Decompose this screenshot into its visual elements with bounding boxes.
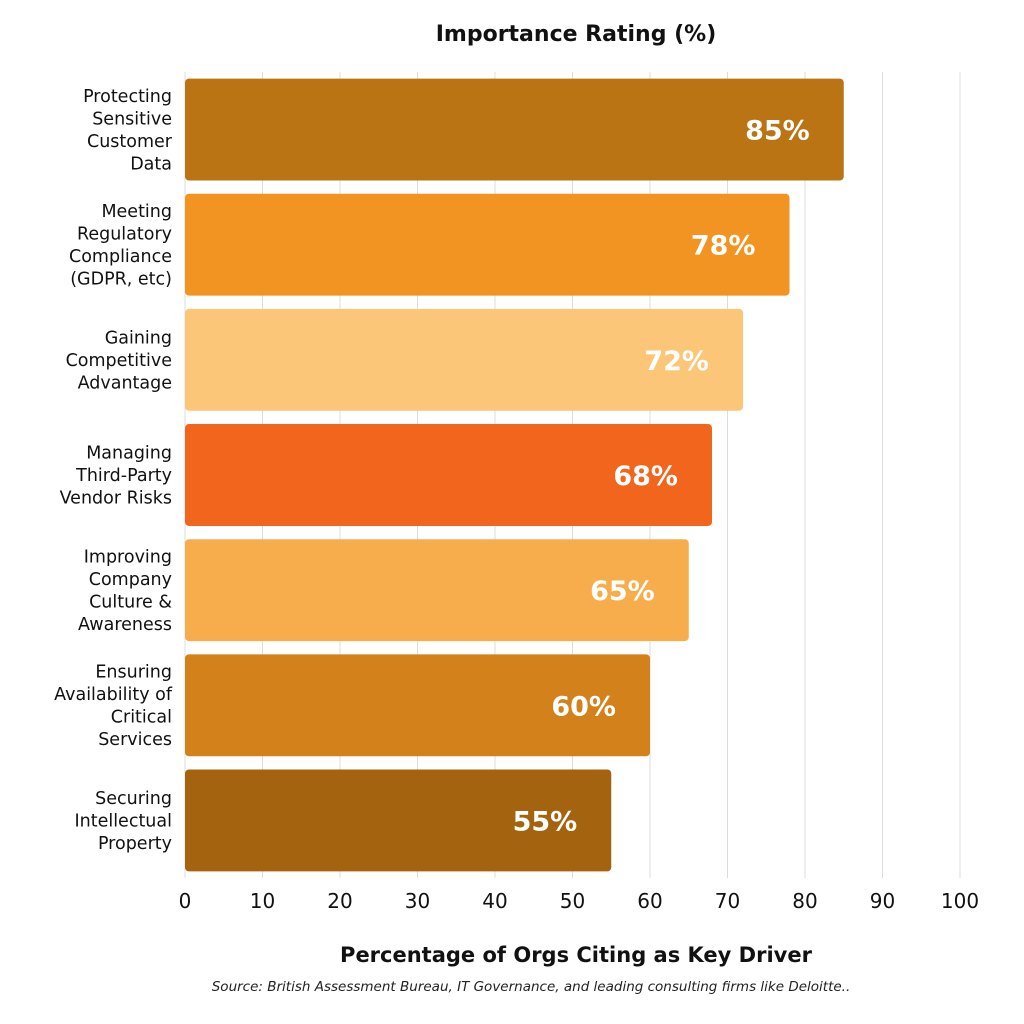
category-label: Improving Company Culture & Awareness [78, 547, 172, 635]
category-label: Meeting Regulatory Compliance (GDPR, etc) [69, 202, 172, 290]
bar [185, 654, 650, 757]
category-label-line: Managing [86, 444, 172, 464]
category-label: Ensuring Availability of Critical Services [54, 663, 173, 751]
bar-value-label: 85% [745, 116, 810, 147]
category-label-line: Property [98, 834, 172, 854]
x-axis-label: Percentage of Orgs Citing as Key Driver [340, 943, 813, 967]
category-label-line: Company [89, 570, 172, 590]
category-label-line: Meeting [101, 202, 172, 222]
bar-value-label: 60% [551, 691, 616, 722]
x-tick-label: 30 [405, 889, 430, 913]
bar-value-label: 72% [644, 346, 709, 377]
category-label-line: Improving [84, 547, 172, 567]
category-label: Managing Third-Party Vendor Risks [60, 444, 172, 509]
x-tick-label: 40 [482, 889, 507, 913]
x-tick-label: 60 [637, 889, 662, 913]
category-label-line: Third-Party [75, 466, 172, 486]
category-label-line: Vendor Risks [60, 489, 172, 509]
bar-value-label: 68% [613, 461, 678, 492]
bar [185, 308, 743, 411]
category-label: Gaining Competitive Advantage [66, 328, 172, 393]
category-label-line: (GDPR, etc) [70, 269, 172, 289]
x-tick-label: 10 [250, 889, 275, 913]
category-label-line: Securing [95, 789, 172, 809]
x-tick-label: 90 [870, 889, 895, 913]
x-tick-label: 100 [941, 889, 979, 913]
category-label-line: Gaining [105, 328, 172, 348]
category-label-line: Regulatory [77, 224, 172, 244]
category-label-line: Protecting [83, 87, 172, 107]
category-labels: Protecting Sensitive Customer Data Meeting Re… [54, 87, 173, 854]
x-tick-label: 80 [792, 889, 817, 913]
category-label-line: Compliance [69, 247, 172, 267]
category-label-line: Intellectual [74, 811, 172, 831]
category-label-line: Critical [111, 708, 172, 728]
category-label: Securing Intellectual Property [74, 789, 172, 854]
category-label-line: Culture & [89, 592, 172, 612]
category-label-line: Competitive [66, 351, 172, 371]
bar [185, 769, 612, 872]
category-label-line: Awareness [78, 615, 172, 635]
bar [185, 539, 689, 642]
chart-title: Importance Rating (%) [436, 22, 717, 47]
source-note: Source: British Assessment Bureau, IT Go… [212, 979, 851, 995]
bar-value-label: 78% [691, 231, 756, 262]
bar-value-label: 55% [513, 806, 578, 837]
x-tick-label: 20 [327, 889, 352, 913]
bars: 85% 78% 72% 68% 65% 60% 55% [185, 78, 844, 872]
category-label: Protecting Sensitive Customer Data [83, 87, 173, 175]
x-tick-label: 50 [560, 889, 585, 913]
category-label-line: Availability of [54, 685, 173, 705]
x-tick-label: 0 [179, 889, 192, 913]
category-label-line: Advantage [78, 373, 172, 393]
x-axis-ticks: 0 10 20 30 40 50 60 70 80 90 100 [179, 889, 979, 913]
category-label-line: Ensuring [95, 663, 172, 683]
category-label-line: Customer [87, 132, 173, 152]
category-label-line: Sensitive [92, 109, 172, 129]
bar [185, 193, 790, 296]
category-label-line: Data [130, 154, 172, 174]
bar [185, 424, 712, 526]
bar [185, 78, 844, 181]
bar-value-label: 65% [590, 576, 655, 607]
category-label-line: Services [98, 730, 172, 750]
x-tick-label: 70 [715, 889, 740, 913]
